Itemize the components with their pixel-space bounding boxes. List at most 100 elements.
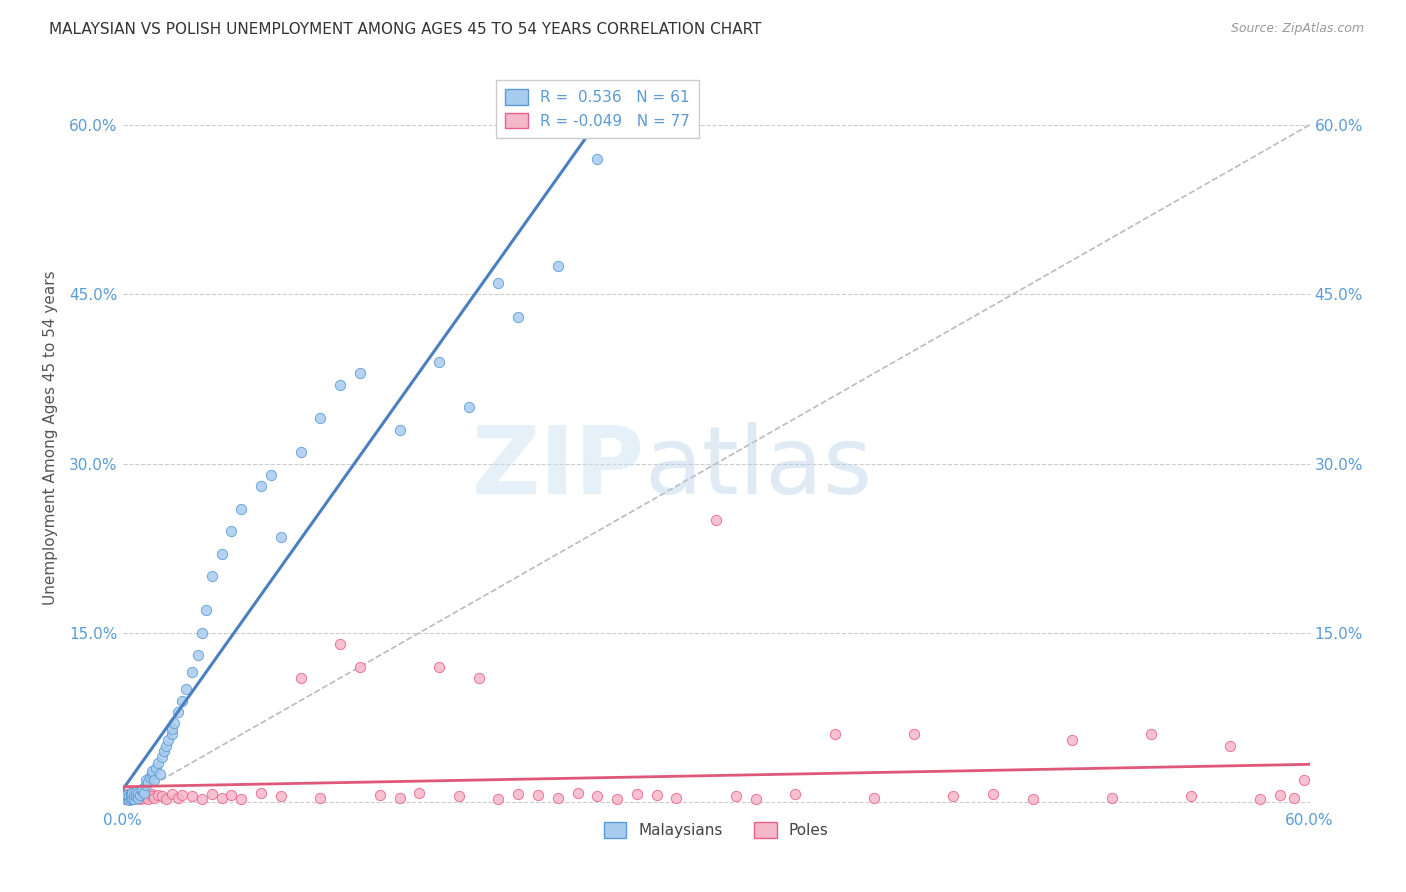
Point <box>115 791 138 805</box>
Point <box>136 774 159 789</box>
Point <box>167 705 190 719</box>
Point <box>127 790 149 805</box>
Point <box>508 310 530 324</box>
Point <box>201 569 224 583</box>
Point <box>626 787 648 801</box>
Point <box>457 400 479 414</box>
Point <box>250 786 273 800</box>
Point <box>117 789 139 804</box>
Point <box>120 787 142 801</box>
Point <box>231 791 253 805</box>
Point <box>136 791 159 805</box>
Point <box>349 659 371 673</box>
Point <box>704 513 727 527</box>
Point <box>170 693 193 707</box>
Point <box>270 530 292 544</box>
Point <box>115 789 138 803</box>
Point <box>117 790 139 805</box>
Text: Source: ZipAtlas.com: Source: ZipAtlas.com <box>1230 22 1364 36</box>
Point <box>903 727 925 741</box>
Point <box>155 739 177 753</box>
Point <box>124 791 146 805</box>
Point <box>120 791 142 805</box>
Y-axis label: Unemployment Among Ages 45 to 54 years: Unemployment Among Ages 45 to 54 years <box>44 271 58 606</box>
Point <box>388 790 411 805</box>
Point <box>143 772 166 787</box>
Point <box>1292 772 1315 787</box>
Point <box>190 791 212 805</box>
Point <box>160 727 183 741</box>
Point <box>329 377 352 392</box>
Point <box>309 790 332 805</box>
Point <box>329 637 352 651</box>
Point <box>201 787 224 801</box>
Point <box>125 787 148 801</box>
Point <box>170 789 193 803</box>
Point <box>290 445 312 459</box>
Point <box>250 479 273 493</box>
Point <box>1180 789 1202 804</box>
Point <box>408 786 430 800</box>
Point <box>150 789 173 804</box>
Point <box>143 790 166 805</box>
Point <box>135 778 157 792</box>
Point <box>148 756 170 770</box>
Point <box>120 786 142 800</box>
Point <box>508 787 530 801</box>
Point <box>141 789 163 804</box>
Point <box>863 790 886 805</box>
Point <box>125 785 148 799</box>
Point <box>1021 791 1043 805</box>
Point <box>349 366 371 380</box>
Point <box>388 423 411 437</box>
Point <box>547 259 569 273</box>
Point <box>174 682 197 697</box>
Point <box>135 772 157 787</box>
Point <box>785 787 807 801</box>
Point <box>221 524 243 539</box>
Point <box>427 659 450 673</box>
Point <box>114 789 136 804</box>
Point <box>606 791 628 805</box>
Point <box>160 787 183 801</box>
Point <box>1101 790 1123 805</box>
Point <box>981 787 1004 801</box>
Point <box>260 467 283 482</box>
Point <box>211 790 233 805</box>
Point <box>127 789 149 803</box>
Point <box>131 786 153 800</box>
Point <box>645 789 668 803</box>
Point <box>134 790 156 805</box>
Point <box>141 767 163 781</box>
Point <box>467 671 489 685</box>
Point <box>290 671 312 685</box>
Point <box>211 547 233 561</box>
Point <box>190 625 212 640</box>
Point <box>129 789 152 803</box>
Text: MALAYSIAN VS POLISH UNEMPLOYMENT AMONG AGES 45 TO 54 YEARS CORRELATION CHART: MALAYSIAN VS POLISH UNEMPLOYMENT AMONG A… <box>49 22 762 37</box>
Point <box>665 790 688 805</box>
Point <box>194 603 217 617</box>
Point <box>724 789 747 804</box>
Text: atlas: atlas <box>645 422 873 514</box>
Point <box>135 789 157 803</box>
Point <box>488 276 510 290</box>
Point <box>121 790 143 805</box>
Point <box>567 786 589 800</box>
Point <box>141 787 163 801</box>
Point <box>160 722 183 736</box>
Point <box>527 789 550 803</box>
Point <box>121 790 143 805</box>
Point <box>139 770 162 784</box>
Point <box>117 789 139 803</box>
Point <box>1062 733 1084 747</box>
Point <box>120 791 142 805</box>
Point <box>131 784 153 798</box>
Point <box>368 789 391 803</box>
Point <box>942 789 965 804</box>
Point <box>547 790 569 805</box>
Point <box>124 789 146 803</box>
Point <box>127 786 149 800</box>
Point <box>1219 739 1241 753</box>
Point <box>270 789 292 804</box>
